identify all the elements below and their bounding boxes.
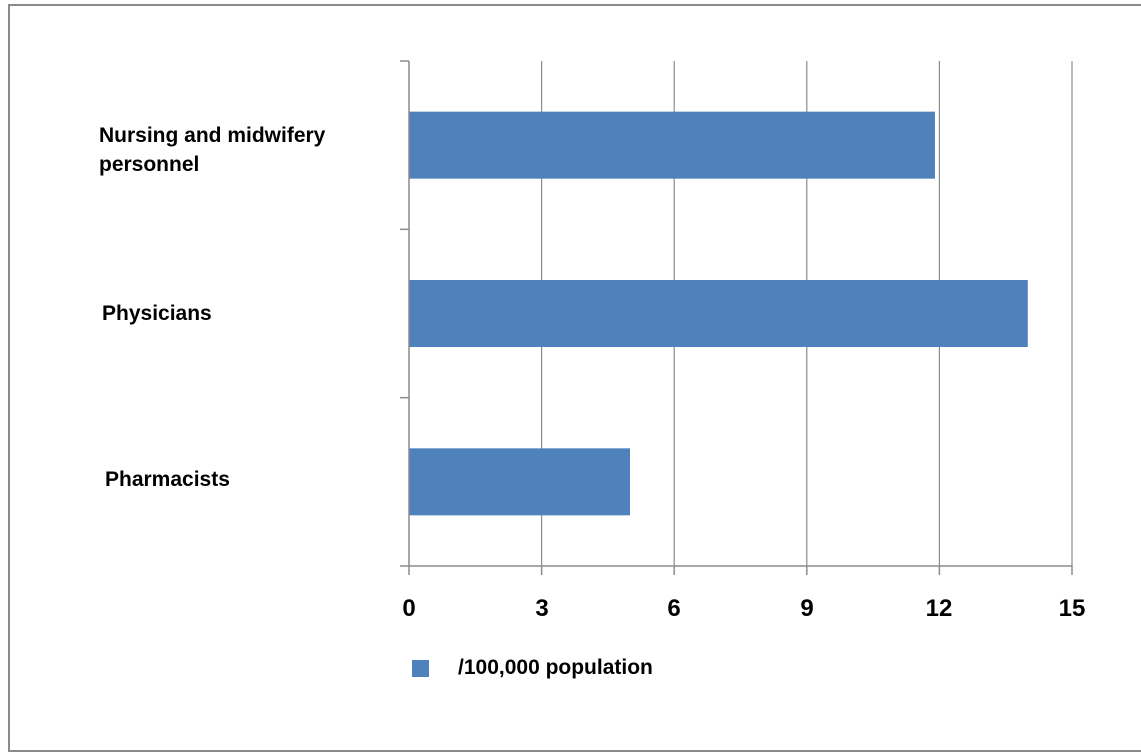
x-tick-label: 0 [402, 595, 416, 622]
legend: /100,000 population [412, 656, 653, 680]
category-label-nursing: Nursing and midwifery personnel [99, 121, 325, 179]
x-tick-label: 9 [800, 595, 814, 622]
x-tick-label: 3 [535, 595, 549, 622]
legend-swatch [412, 659, 429, 677]
category-label-physicians-line-1: Physicians [102, 302, 212, 325]
category-label-nursing-line-2: personnel [99, 153, 200, 176]
category-label-physicians: Physicians [102, 299, 212, 328]
x-tick-label: 6 [667, 595, 681, 622]
legend-label: /100,000 population [458, 656, 653, 679]
bar-pharmacists [409, 448, 630, 516]
x-tick-label: 12 [925, 595, 953, 622]
bar-physicians [409, 280, 1028, 347]
category-label-nursing-line-1: Nursing and midwifery [99, 124, 326, 147]
category-label-pharmacists: Pharmacists [105, 465, 230, 494]
category-label-pharmacists-line-1: Pharmacists [105, 468, 230, 491]
bar-nursing-and-midwifery-personnel [409, 111, 935, 179]
x-tick-label: 15 [1058, 595, 1086, 622]
